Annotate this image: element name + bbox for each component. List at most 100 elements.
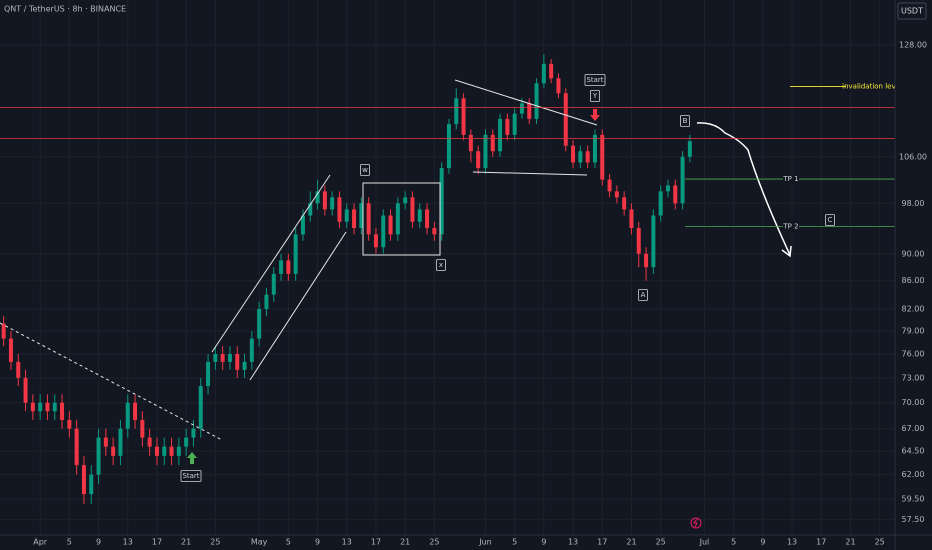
level-text-bg (783, 221, 799, 232)
candle-body (315, 191, 320, 204)
y-tick-label: 79.00 (902, 327, 925, 336)
candle-body (198, 386, 203, 429)
level-text: TP 1 (782, 175, 798, 183)
y-tick-label: 128.00 (899, 41, 927, 50)
event-icon[interactable] (690, 517, 702, 529)
level-text-bg (783, 174, 799, 185)
y-tick-label: 76.00 (902, 349, 925, 358)
annotation-box (180, 470, 202, 482)
y-axis: 128.00 106.00 98.00 90.00 86.00 82.00 79.00 76.… (899, 41, 927, 524)
candle-body (651, 215, 656, 268)
y-tick-label: 106.00 (899, 152, 927, 161)
candle-body (373, 234, 378, 248)
candle-body (673, 185, 678, 204)
candle-body (271, 273, 276, 295)
candle-body (410, 197, 415, 222)
x-tick-label: 25 (210, 538, 220, 547)
x-tick-label: 5 (67, 538, 72, 547)
y-tick-label: 70.00 (902, 398, 925, 407)
y-tick-label: 82.00 (902, 304, 925, 313)
candle-body (81, 465, 86, 495)
x-tick-label: 25 (656, 538, 666, 547)
candle-body (8, 338, 13, 362)
candle-body (206, 361, 211, 387)
x-axis: Apr 5 9 13 17 21 25 May 5 9 13 17 21 25 Jun 5 9 13 17 21 25 J… (33, 538, 885, 547)
candle-body (505, 118, 510, 135)
x-tick-label: 17 (371, 538, 381, 547)
candle-body (614, 191, 619, 198)
annotations: w x Start Start Y A B C (180, 74, 835, 482)
candle-body (337, 197, 342, 222)
y-tick-label: 90.00 (902, 249, 925, 258)
trend-line (0, 322, 223, 441)
x-tick-label: May (251, 538, 268, 547)
y-tick-label: 57.50 (902, 515, 925, 524)
annotation-box (360, 164, 370, 176)
annotation-box (680, 115, 690, 127)
chart-title: QNT / TetherUS · 8h · BINANCE (4, 5, 126, 14)
candle-body (286, 260, 291, 274)
candle-body (395, 203, 400, 235)
candle-body (67, 419, 72, 429)
price-axis (895, 0, 932, 550)
candle-body (249, 338, 254, 362)
candle-body (644, 253, 649, 268)
x-tick-label: 21 (400, 538, 410, 547)
x-tick-label: 9 (760, 538, 765, 547)
candle-body (446, 124, 451, 169)
candle-body (133, 402, 138, 420)
candle-body (563, 93, 568, 146)
candle-body (665, 185, 670, 192)
candle-body (184, 437, 189, 447)
x-tick-label: 13 (568, 538, 578, 547)
x-tick-label: 25 (875, 538, 885, 547)
candle-body (527, 103, 532, 119)
annotation: Start (182, 472, 199, 480)
level-text: invalidation level (842, 83, 902, 91)
candle-body (30, 402, 35, 412)
candle-body (592, 134, 597, 163)
candle-body (147, 437, 152, 447)
candle-body (417, 209, 422, 222)
annotation: Y (592, 92, 598, 100)
candle-body (454, 98, 459, 125)
y-tick-label: 98.00 (902, 199, 925, 208)
candle-body (629, 209, 634, 229)
y-tick-label: 62.00 (902, 470, 925, 479)
candle-body (432, 228, 437, 235)
grid (0, 0, 895, 535)
candle-body (680, 156, 685, 204)
candle-body (366, 203, 371, 235)
candle-body (235, 353, 240, 370)
candle-body (300, 215, 305, 235)
wedge-line (472, 171, 588, 176)
candle-body (52, 402, 57, 412)
candle-body (439, 168, 444, 235)
annotation-box (590, 90, 600, 102)
candle-body (1, 323, 6, 339)
x-tick-label: Jul (699, 538, 710, 547)
projection-arrow (781, 245, 792, 258)
x-tick-label: 13 (787, 538, 797, 547)
candle-body (74, 428, 79, 466)
event-icon (693, 518, 698, 528)
candle-body (213, 353, 218, 362)
currency-box[interactable] (897, 2, 927, 20)
annotation-box (825, 214, 835, 226)
candle-body (519, 103, 524, 114)
level-text: TP 2 (782, 222, 798, 230)
candle-body (498, 118, 503, 152)
x-tick-label: 25 (429, 538, 439, 547)
candle-body (483, 134, 488, 169)
projection-path (696, 122, 791, 256)
candle-body (169, 446, 174, 456)
x-tick-label: 21 (181, 538, 191, 547)
x-tick-label: 17 (152, 538, 162, 547)
currency[interactable]: USDT (901, 7, 923, 16)
x-tick-label: Jun (478, 538, 492, 547)
candle-body (227, 353, 232, 362)
x-tick-label: 5 (512, 538, 517, 547)
candle-body (622, 197, 627, 210)
